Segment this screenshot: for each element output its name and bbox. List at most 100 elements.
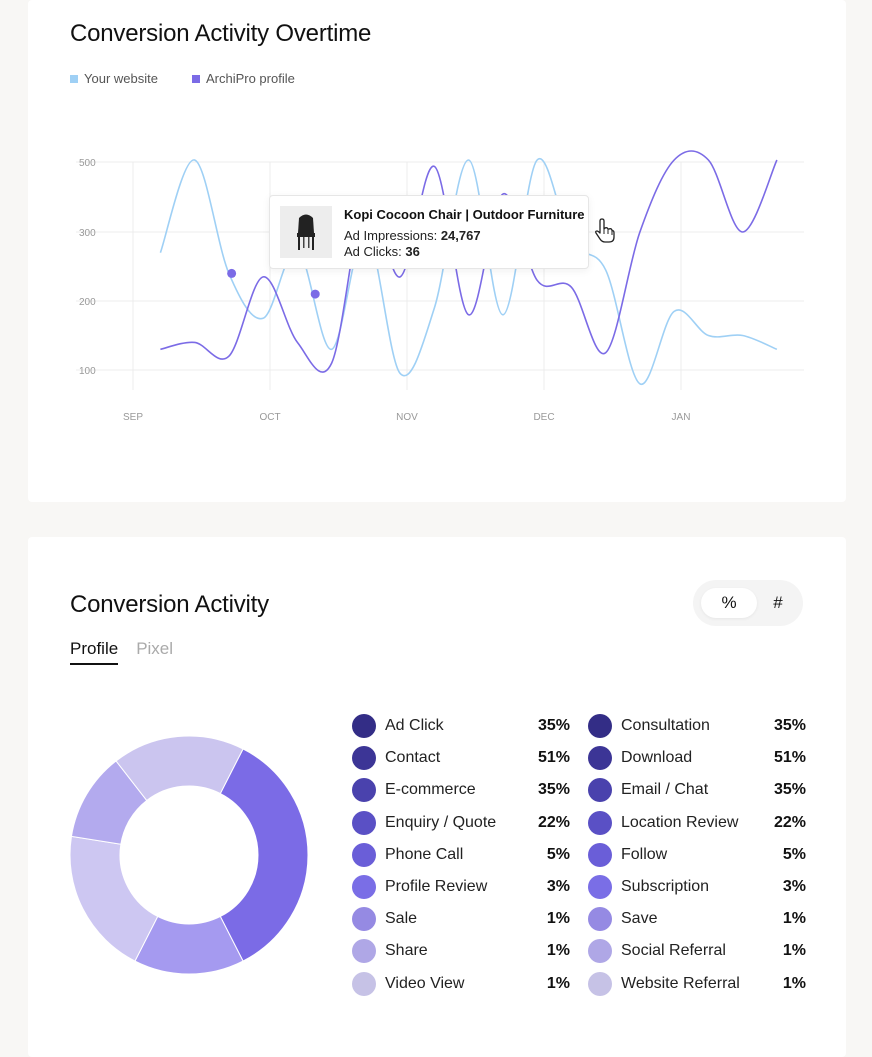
activity-item-social-referral[interactable]: Social Referral 1%	[588, 939, 806, 964]
activity-color-dot	[352, 907, 376, 932]
series-line-archipro[interactable]	[160, 150, 778, 373]
activity-label: Consultation	[621, 717, 710, 734]
activity-item-share[interactable]: Share 1%	[352, 939, 570, 964]
activity-label: Sale	[385, 910, 418, 928]
activity-color-dot	[588, 842, 612, 867]
donut-slice[interactable]	[69, 835, 159, 962]
activity-label: Follow	[621, 845, 668, 863]
y-tick-label: 300	[79, 228, 96, 239]
chart-tooltip: Kopi Cocoon Chair | Outdoor Furniture Ad…	[269, 195, 589, 269]
activity-label: Video View	[385, 974, 465, 992]
activity-label: Email / Chat	[621, 781, 709, 799]
y-tick-label: 100	[79, 366, 96, 377]
legend-swatch-archipro	[191, 74, 200, 83]
activity-title: Conversion Activity	[70, 591, 269, 618]
activity-value: 35%	[537, 781, 570, 799]
activity-item-location-review[interactable]: Location Review 22%	[588, 810, 806, 835]
percent-toggle-button[interactable]: %	[701, 588, 757, 618]
y-tick-label: 200	[79, 297, 96, 308]
activity-item-follow[interactable]: Follow 5%	[588, 842, 806, 867]
highlight-point[interactable]	[227, 268, 237, 278]
activity-color-dot	[588, 746, 612, 771]
activity-item-consultation[interactable]: Consultation 35%	[588, 714, 806, 738]
activity-color-dot	[352, 714, 376, 738]
activity-label: Share	[385, 942, 428, 960]
activity-item-profile-review[interactable]: Profile Review 3%	[352, 875, 570, 899]
tab-profile[interactable]: Profile	[70, 639, 119, 665]
activity-color-dot	[588, 875, 612, 899]
activity-color-dot	[352, 842, 376, 867]
activity-value: 22%	[773, 813, 806, 831]
activity-value: 5%	[782, 845, 806, 863]
x-tick-label: JAN	[672, 412, 691, 423]
activity-color-dot	[352, 810, 376, 835]
activity-value: 35%	[773, 781, 806, 799]
activity-item-contact[interactable]: Contact 51%	[352, 746, 570, 771]
highlight-point[interactable]	[310, 289, 320, 299]
activity-value: 1%	[546, 974, 570, 992]
activity-label: Download	[621, 749, 693, 767]
activity-color-dot	[352, 746, 376, 771]
activity-label: Enquiry / Quote	[385, 813, 497, 831]
activity-label: Social Referral	[621, 942, 726, 960]
x-tick-label: OCT	[259, 412, 280, 423]
activity-label: Location Review	[621, 813, 739, 831]
conversion-activity-card: Conversion Activity % # Profile Pixel Ad…	[28, 537, 846, 1057]
activity-item-enquiry-quote[interactable]: Enquiry / Quote 22%	[352, 810, 570, 835]
y-tick-label: 500	[79, 158, 96, 169]
overtime-title: Conversion Activity Overtime	[70, 20, 372, 47]
tab-pixel[interactable]: Pixel	[136, 639, 174, 658]
series-line-website[interactable]	[159, 157, 778, 385]
activity-item-ad-click[interactable]: Ad Click 35%	[352, 714, 570, 738]
activity-item-website-referral[interactable]: Website Referral 1%	[588, 971, 806, 996]
unit-toggle[interactable]: % #	[693, 580, 803, 626]
activity-value: 1%	[782, 910, 806, 928]
activity-item-subscription[interactable]: Subscription 3%	[588, 875, 806, 899]
activity-color-dot	[588, 971, 612, 996]
hand-cursor-icon	[595, 218, 615, 243]
activity-value: 35%	[773, 717, 806, 734]
activity-value: 5%	[546, 845, 570, 863]
activity-label: Profile Review	[385, 878, 488, 895]
donut-slice[interactable]	[115, 735, 244, 802]
activity-item-email-chat[interactable]: Email / Chat 35%	[588, 778, 806, 803]
legend-swatch-website	[70, 74, 78, 83]
donut-chart[interactable]	[68, 734, 310, 976]
activity-item-download[interactable]: Download 51%	[588, 746, 806, 771]
chair-icon	[297, 214, 315, 250]
activity-item-video-view[interactable]: Video View 1%	[352, 971, 570, 996]
activity-value: 1%	[782, 974, 806, 992]
activity-value: 51%	[773, 749, 806, 767]
activity-item-e-commerce[interactable]: E-commerce 35%	[352, 778, 570, 803]
activity-color-dot	[352, 875, 376, 899]
activity-value: 1%	[546, 942, 570, 960]
tooltip-impressions: Ad Impressions: 24,767	[344, 228, 481, 243]
impressions-value: 24,767	[440, 228, 481, 243]
x-tick-label: DEC	[533, 412, 554, 423]
activity-color-dot	[352, 971, 376, 996]
activity-color-dot	[588, 810, 612, 835]
activity-label: Website Referral	[621, 974, 740, 992]
activity-value: 3%	[546, 878, 570, 895]
product-thumbnail	[280, 206, 332, 258]
x-tick-label: SEP	[123, 412, 143, 423]
donut-slice[interactable]	[219, 748, 309, 962]
activity-item-phone-call[interactable]: Phone Call 5%	[352, 842, 570, 867]
tooltip-product-name: Kopi Cocoon Chair | Outdoor Furniture	[344, 207, 585, 222]
x-tick-label: NOV	[396, 412, 418, 423]
activity-label: Contact	[385, 749, 441, 767]
activity-label: Save	[621, 910, 658, 928]
activity-color-dot	[352, 939, 376, 964]
activity-color-dot	[588, 907, 612, 932]
count-toggle-button[interactable]: #	[773, 593, 783, 612]
activity-item-sale[interactable]: Sale 1%	[352, 907, 570, 932]
activity-value: 35%	[537, 717, 570, 734]
activity-label: Ad Click	[385, 717, 444, 734]
legend-item-archipro[interactable]: ArchiPro profile	[191, 71, 295, 86]
activity-color-dot	[588, 714, 612, 738]
activity-label: Phone Call	[385, 845, 464, 863]
activity-item-save[interactable]: Save 1%	[588, 907, 806, 932]
impressions-label: Ad Impressions:	[344, 228, 438, 243]
legend-item-website[interactable]: Your website	[70, 71, 158, 86]
tooltip-clicks: Ad Clicks: 36	[344, 244, 420, 259]
